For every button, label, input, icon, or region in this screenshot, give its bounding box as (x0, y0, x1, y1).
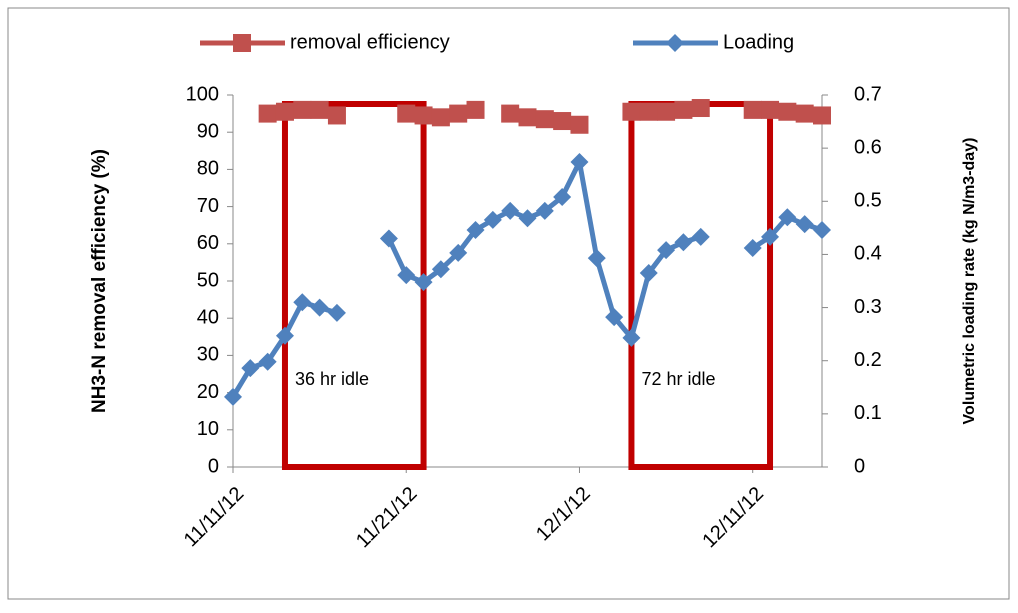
marker (674, 233, 693, 252)
marker (657, 241, 676, 260)
y-tick-label: 40 (197, 306, 219, 328)
marker (622, 102, 641, 121)
marker (587, 249, 606, 268)
marker (535, 201, 554, 220)
marker (414, 106, 433, 125)
marker (639, 102, 658, 121)
y-tick-label: 60 (197, 232, 219, 254)
marker (293, 293, 312, 312)
marker (327, 303, 346, 322)
y2-tick-label: 0 (854, 455, 865, 477)
marker (310, 298, 329, 317)
y-tick-label: 80 (197, 158, 219, 180)
y2-tick-label: 0.7 (854, 83, 882, 105)
y-tick-label: 70 (197, 195, 219, 217)
y-tick-label: 100 (186, 83, 219, 105)
marker (778, 102, 797, 121)
marker (327, 106, 346, 125)
marker (466, 220, 485, 239)
marker (813, 220, 831, 239)
marker (224, 387, 242, 406)
marker (258, 104, 277, 123)
marker (674, 100, 693, 119)
y-tick-label: 50 (197, 269, 219, 291)
marker (518, 209, 537, 228)
marker (449, 243, 468, 262)
y-tick-label: 30 (197, 344, 219, 366)
marker (743, 100, 762, 119)
marker (778, 208, 797, 227)
marker (691, 227, 710, 246)
legend-marker (666, 34, 684, 52)
marker (622, 328, 641, 347)
y2-axis-label: Volumetric loading rate (kg N/m3-day) (961, 138, 978, 425)
y-axis-label: NH3-N removal efficiency (%) (89, 149, 110, 413)
marker (605, 308, 624, 327)
marker (397, 104, 416, 123)
marker (310, 100, 329, 119)
legend-label: removal efficiency (290, 31, 450, 53)
y2-tick-label: 0.1 (854, 402, 882, 424)
marker (449, 104, 468, 123)
marker (639, 264, 658, 283)
marker (414, 273, 433, 292)
marker (501, 201, 520, 220)
marker (761, 227, 780, 246)
marker (535, 110, 554, 129)
marker (466, 100, 485, 119)
marker (691, 99, 710, 118)
marker (379, 229, 398, 248)
y-tick-label: 90 (197, 120, 219, 142)
marker (743, 239, 762, 258)
marker (570, 115, 589, 134)
y2-tick-label: 0.5 (854, 190, 882, 212)
y2-tick-label: 0.6 (854, 136, 882, 158)
marker (431, 108, 450, 127)
marker (275, 102, 294, 121)
marker (258, 352, 277, 371)
marker (501, 104, 520, 123)
marker (553, 112, 572, 131)
marker (518, 108, 537, 127)
marker (397, 266, 416, 285)
y-tick-label: 20 (197, 381, 219, 403)
marker (795, 215, 814, 234)
annotation: 36 hr idle (295, 369, 369, 389)
annotation: 72 hr idle (641, 369, 715, 389)
marker (483, 210, 502, 229)
marker (431, 260, 450, 279)
legend-label: Loading (723, 31, 794, 53)
marker (795, 104, 814, 123)
marker (553, 188, 572, 207)
marker (657, 102, 676, 121)
legend-marker (233, 34, 251, 52)
marker (241, 359, 260, 378)
marker (761, 100, 780, 119)
marker (293, 100, 312, 119)
marker (570, 152, 589, 171)
y2-tick-label: 0.2 (854, 349, 882, 371)
y2-tick-label: 0.3 (854, 296, 882, 318)
y2-tick-label: 0.4 (854, 243, 882, 265)
marker (813, 106, 831, 125)
y-tick-label: 0 (208, 455, 219, 477)
y-tick-label: 10 (197, 418, 219, 440)
marker (275, 326, 294, 345)
